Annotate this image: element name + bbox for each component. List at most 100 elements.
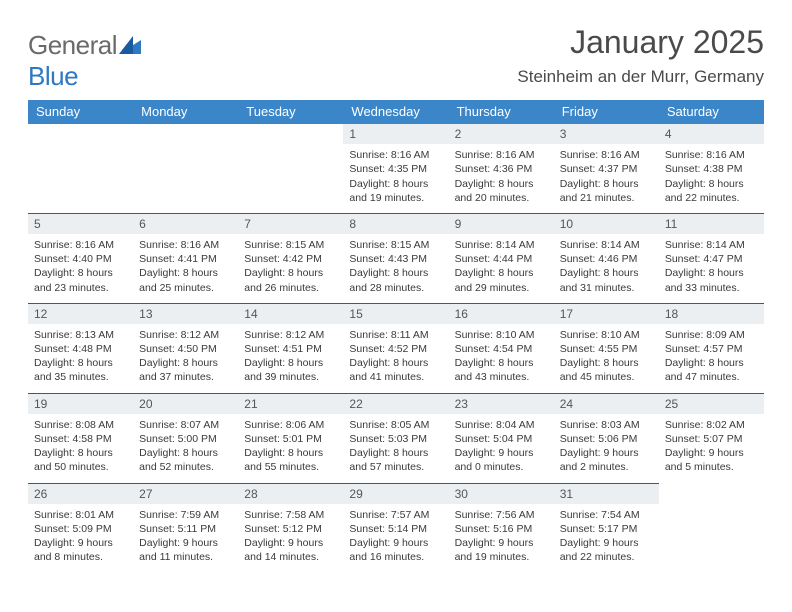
day-details: Sunrise: 7:54 AMSunset: 5:17 PMDaylight:… — [560, 508, 653, 565]
day-number: 17 — [554, 303, 659, 324]
day-cell: 25 Sunrise: 8:02 AMSunset: 5:07 PMDayligh… — [659, 393, 764, 483]
day-cell: 31Sunrise: 7:54 AMSunset: 5:17 PMDayligh… — [554, 483, 659, 573]
day-cell: 14 Sunrise: 8:12 AMSunset: 4:51 PMDayligh… — [238, 303, 343, 393]
day-cell: 28 Sunrise: 7:58 AMSunset: 5:12 PMDayligh… — [238, 483, 343, 573]
day-details: Sunrise: 8:14 AMSunset: 4:46 PMDaylight:… — [560, 238, 653, 295]
logo: General Blue — [28, 24, 141, 92]
day-details: Sunrise: 8:14 AMSunset: 4:47 PMDaylight:… — [665, 238, 758, 295]
day-details: Sunrise: 8:16 AMSunset: 4:38 PMDaylight:… — [665, 148, 758, 205]
day-number: 29 — [343, 483, 448, 504]
day-details: Sunrise: 7:59 AMSunset: 5:11 PMDaylight:… — [139, 508, 232, 565]
day-number: 24 — [554, 393, 659, 414]
day-number: 25 — [659, 393, 764, 414]
day-number: 9 — [449, 213, 554, 234]
day-details: Sunrise: 8:14 AMSunset: 4:44 PMDaylight:… — [455, 238, 548, 295]
location-text: Steinheim an der Murr, Germany — [517, 67, 764, 87]
day-details: Sunrise: 8:15 AMSunset: 4:43 PMDaylight:… — [349, 238, 442, 295]
weekday-label: Tuesday — [238, 100, 343, 124]
day-cell: 16 Sunrise: 8:10 AMSunset: 4:54 PMDayligh… — [449, 303, 554, 393]
day-number: 26 — [28, 483, 133, 504]
logo-mark-icon — [119, 30, 141, 61]
day-number: 2 — [449, 124, 554, 144]
day-cell: 21Sunrise: 8:06 AMSunset: 5:01 PMDayligh… — [238, 393, 343, 483]
weekday-label: Wednesday — [343, 100, 448, 124]
day-cell: 13Sunrise: 8:12 AMSunset: 4:50 PMDayligh… — [133, 303, 238, 393]
calendar-body: 1 Sunrise: 8:16 AMSunset: 4:35 PMDaylight… — [28, 124, 764, 572]
weekday-label: Monday — [133, 100, 238, 124]
day-number: 20 — [133, 393, 238, 414]
day-details: Sunrise: 8:03 AMSunset: 5:06 PMDaylight:… — [560, 418, 653, 475]
day-number: 12 — [28, 303, 133, 324]
day-number: 30 — [449, 483, 554, 504]
day-details: Sunrise: 7:58 AMSunset: 5:12 PMDaylight:… — [244, 508, 337, 565]
day-cell: 7 Sunrise: 8:15 AMSunset: 4:42 PMDaylight… — [238, 213, 343, 303]
day-cell: 30 Sunrise: 7:56 AMSunset: 5:16 PMDayligh… — [449, 483, 554, 573]
logo-text-general: General — [28, 30, 117, 60]
weekday-header-row: Sunday Monday Tuesday Wednesday Thursday… — [28, 100, 764, 124]
day-details: Sunrise: 8:16 AMSunset: 4:37 PMDaylight:… — [560, 148, 653, 205]
day-cell: 15 Sunrise: 8:11 AMSunset: 4:52 PMDayligh… — [343, 303, 448, 393]
day-cell: 23 Sunrise: 8:04 AMSunset: 5:04 PMDayligh… — [449, 393, 554, 483]
day-number: 8 — [343, 213, 448, 234]
day-details: Sunrise: 8:15 AMSunset: 4:42 PMDaylight:… — [244, 238, 337, 295]
day-cell: 19 Sunrise: 8:08 AMSunset: 4:58 PMDayligh… — [28, 393, 133, 483]
weekday-label: Friday — [554, 100, 659, 124]
day-details: Sunrise: 8:16 AMSunset: 4:35 PMDaylight:… — [349, 148, 442, 205]
day-details: Sunrise: 8:11 AMSunset: 4:52 PMDaylight:… — [349, 328, 442, 385]
day-cell: 20 Sunrise: 8:07 AMSunset: 5:00 PMDayligh… — [133, 393, 238, 483]
day-details: Sunrise: 7:56 AMSunset: 5:16 PMDaylight:… — [455, 508, 548, 565]
day-details: Sunrise: 8:04 AMSunset: 5:04 PMDaylight:… — [455, 418, 548, 475]
day-details: Sunrise: 8:08 AMSunset: 4:58 PMDaylight:… — [34, 418, 127, 475]
day-cell: 6 Sunrise: 8:16 AMSunset: 4:41 PMDaylight… — [133, 213, 238, 303]
day-details: Sunrise: 8:02 AMSunset: 5:07 PMDaylight:… — [665, 418, 758, 475]
day-cell: 4Sunrise: 8:16 AMSunset: 4:38 PMDaylight… — [659, 124, 764, 213]
day-cell: 1 Sunrise: 8:16 AMSunset: 4:35 PMDaylight… — [343, 124, 448, 213]
day-number: 6 — [133, 213, 238, 234]
day-number: 19 — [28, 393, 133, 414]
day-cell: 29 Sunrise: 7:57 AMSunset: 5:14 PMDayligh… — [343, 483, 448, 573]
day-cell: 8 Sunrise: 8:15 AMSunset: 4:43 PMDaylight… — [343, 213, 448, 303]
day-number: 1 — [343, 124, 448, 144]
day-cell: 2 Sunrise: 8:16 AMSunset: 4:36 PMDaylight… — [449, 124, 554, 213]
day-number: 7 — [238, 213, 343, 234]
day-cell — [28, 124, 133, 213]
day-details: Sunrise: 8:10 AMSunset: 4:54 PMDaylight:… — [455, 328, 548, 385]
day-details: Sunrise: 8:16 AMSunset: 4:40 PMDaylight:… — [34, 238, 127, 295]
title-block: January 2025 Steinheim an der Murr, Germ… — [517, 24, 764, 87]
day-number: 21 — [238, 393, 343, 414]
day-cell: 22 Sunrise: 8:05 AMSunset: 5:03 PMDayligh… — [343, 393, 448, 483]
day-details: Sunrise: 8:16 AMSunset: 4:41 PMDaylight:… — [139, 238, 232, 295]
day-number: 16 — [449, 303, 554, 324]
day-cell: 24 Sunrise: 8:03 AMSunset: 5:06 PMDayligh… — [554, 393, 659, 483]
header: General Blue January 2025 Steinheim an d… — [28, 24, 764, 92]
day-details: Sunrise: 8:16 AMSunset: 4:36 PMDaylight:… — [455, 148, 548, 205]
weekday-label: Thursday — [449, 100, 554, 124]
day-number: 10 — [554, 213, 659, 234]
day-details: Sunrise: 7:57 AMSunset: 5:14 PMDaylight:… — [349, 508, 442, 565]
weekday-label: Sunday — [28, 100, 133, 124]
day-number: 5 — [28, 213, 133, 234]
day-details: Sunrise: 8:07 AMSunset: 5:00 PMDaylight:… — [139, 418, 232, 475]
day-details: Sunrise: 8:12 AMSunset: 4:51 PMDaylight:… — [244, 328, 337, 385]
day-details: Sunrise: 8:05 AMSunset: 5:03 PMDaylight:… — [349, 418, 442, 475]
month-title: January 2025 — [517, 24, 764, 61]
day-number: 11 — [659, 213, 764, 234]
day-number: 22 — [343, 393, 448, 414]
day-number: 28 — [238, 483, 343, 504]
day-number: 23 — [449, 393, 554, 414]
calendar-page: General Blue January 2025 Steinheim an d… — [0, 0, 792, 572]
day-number: 18 — [659, 303, 764, 324]
day-cell: 5 Sunrise: 8:16 AMSunset: 4:40 PMDaylight… — [28, 213, 133, 303]
day-cell: 17 Sunrise: 8:10 AMSunset: 4:55 PMDayligh… — [554, 303, 659, 393]
day-number: 27 — [133, 483, 238, 504]
day-details: Sunrise: 8:13 AMSunset: 4:48 PMDaylight:… — [34, 328, 127, 385]
day-details: Sunrise: 8:01 AMSunset: 5:09 PMDaylight:… — [34, 508, 127, 565]
day-cell — [659, 483, 764, 573]
day-details: Sunrise: 8:09 AMSunset: 4:57 PMDaylight:… — [665, 328, 758, 385]
day-cell: 27 Sunrise: 7:59 AMSunset: 5:11 PMDayligh… — [133, 483, 238, 573]
day-cell: 26 Sunrise: 8:01 AMSunset: 5:09 PMDayligh… — [28, 483, 133, 573]
day-number: 15 — [343, 303, 448, 324]
day-details: Sunrise: 8:10 AMSunset: 4:55 PMDaylight:… — [560, 328, 653, 385]
day-cell: 3Sunrise: 8:16 AMSunset: 4:37 PMDaylight… — [554, 124, 659, 213]
day-number: 14 — [238, 303, 343, 324]
